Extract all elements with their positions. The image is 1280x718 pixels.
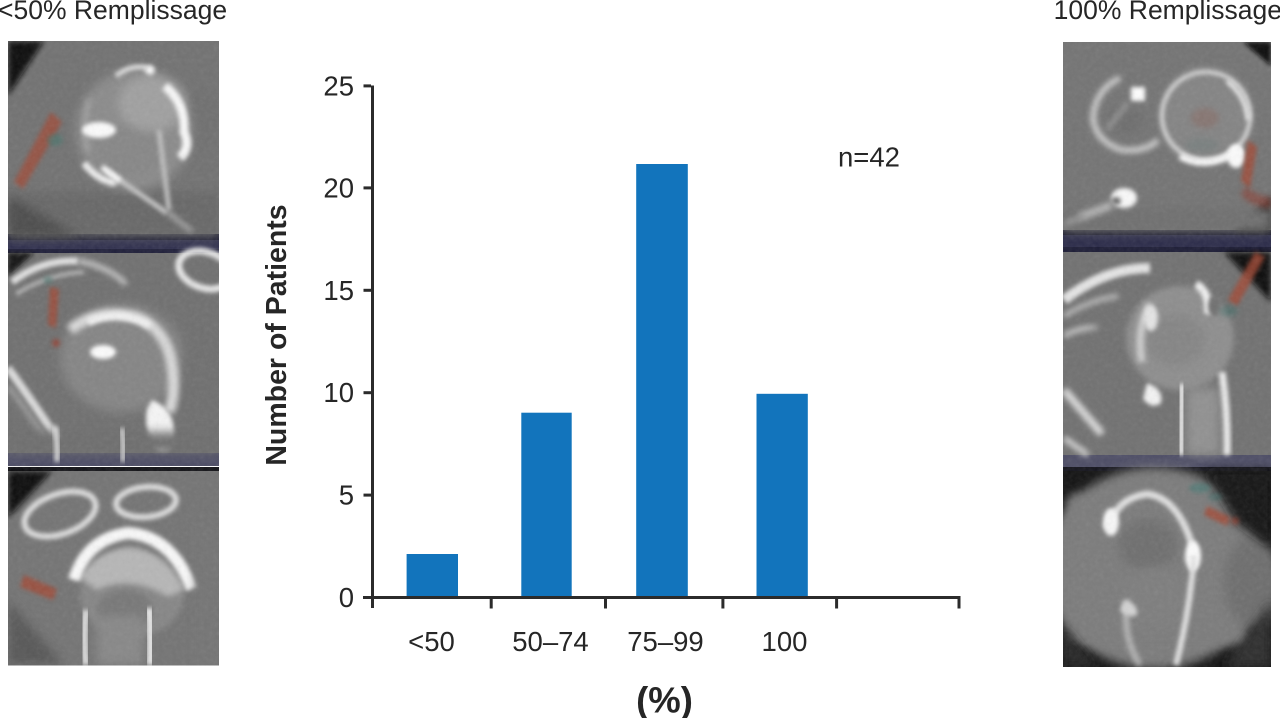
svg-text:n=42: n=42 [838, 142, 900, 173]
svg-text:20: 20 [323, 172, 354, 203]
svg-text:100: 100 [762, 626, 808, 657]
svg-text:75–99: 75–99 [627, 626, 703, 657]
svg-text:50–74: 50–74 [512, 626, 588, 657]
svg-text:100% Remplissage: 100% Remplissage [1054, 0, 1280, 25]
svg-text:15: 15 [323, 275, 354, 306]
svg-text:10: 10 [323, 377, 354, 408]
svg-text:5: 5 [339, 480, 354, 511]
svg-text:<50: <50 [408, 626, 455, 657]
svg-text:(%): (%) [636, 680, 693, 718]
svg-text:Number of Patients: Number of Patients [261, 204, 293, 465]
svg-text:0: 0 [339, 582, 354, 613]
svg-text:25: 25 [323, 70, 354, 101]
svg-text:<50% Remplissage: <50% Remplissage [0, 0, 227, 25]
